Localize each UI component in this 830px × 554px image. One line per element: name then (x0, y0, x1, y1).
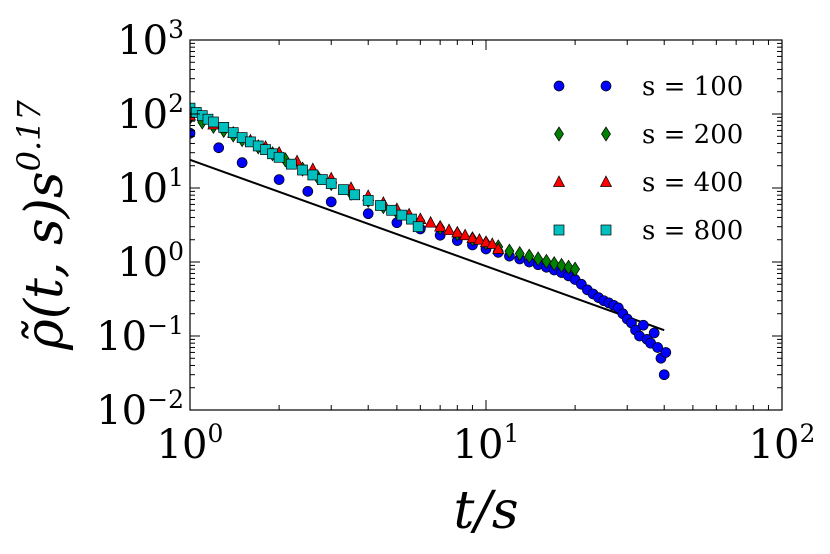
y-tick-label: 10−1 (96, 311, 184, 360)
y-tick-label: 100 (117, 237, 184, 286)
data-point (459, 228, 472, 241)
reference-line (190, 158, 665, 332)
data-point (563, 259, 574, 275)
data-point (541, 253, 552, 270)
y-tick-label: 10−2 (96, 385, 184, 434)
legend-item: s = 400 (552, 168, 743, 198)
data-point (307, 169, 319, 181)
legend-marker (600, 224, 612, 236)
legend-label: s = 800 (642, 216, 743, 246)
data-point (652, 342, 663, 353)
data-point (514, 245, 525, 262)
data-point (412, 221, 424, 233)
data-point (492, 242, 505, 254)
data-point (302, 186, 314, 197)
data-point (486, 237, 499, 249)
data-point (273, 151, 285, 163)
x-tick-label: 100 (157, 419, 224, 468)
legend-marker (554, 126, 564, 142)
data-point (297, 164, 308, 176)
y-tick-label: 103 (117, 15, 184, 64)
data-point (466, 231, 479, 244)
data-point (218, 122, 230, 133)
legend-marker (600, 80, 612, 92)
plot-area-background (190, 40, 782, 410)
y-tick-label: 101 (117, 163, 184, 212)
data-point (362, 195, 374, 206)
legend-marker (601, 126, 611, 142)
data-point (396, 209, 408, 221)
data-point (325, 196, 337, 208)
data-point (570, 261, 581, 277)
legend-marker (553, 224, 565, 236)
data-point (317, 174, 328, 185)
data-point (424, 215, 437, 228)
legend-item: s = 100 (553, 72, 743, 102)
legend-marker (599, 175, 613, 187)
data-point (406, 213, 417, 225)
data-point (473, 232, 486, 245)
data-point (375, 200, 386, 211)
data-point (208, 116, 219, 128)
data-point (338, 184, 349, 195)
legend-label: s = 100 (642, 72, 743, 102)
svg-text:ρ̃(t, s)s0.17: ρ̃(t, s)s0.17 (10, 99, 75, 350)
legend-item: s = 800 (553, 216, 743, 246)
y-axis-label: ρ̃(t, s)s0.17 (10, 99, 75, 350)
data-point (451, 225, 464, 238)
data-point (556, 257, 567, 274)
data-point (442, 223, 456, 235)
x-tick-label: 102 (749, 419, 816, 468)
data-point (434, 219, 447, 232)
data-point (637, 319, 649, 331)
legend-item: s = 200 (554, 120, 743, 150)
data-point (658, 369, 670, 381)
data-point (549, 256, 560, 272)
data-point (648, 327, 660, 339)
data-point (524, 248, 535, 264)
data-point (660, 347, 672, 358)
series-4 (190, 102, 424, 233)
legend-marker (553, 80, 565, 92)
legend-marker (552, 175, 566, 187)
legend: s = 100 s = 200 s = 400 s = 800 (552, 72, 743, 246)
data-point (362, 208, 374, 220)
data-point (213, 142, 225, 154)
legend-label: s = 400 (642, 168, 743, 198)
data-point (273, 174, 285, 185)
y-tick-label: 102 (117, 89, 184, 138)
x-axis-label: t/s (453, 481, 518, 541)
data-point (386, 204, 397, 216)
data-point (325, 178, 337, 189)
y-axis-label-base: ρ̃(t, s)s (15, 171, 75, 350)
data-point (504, 243, 515, 259)
data-point (236, 157, 248, 169)
data-point (286, 158, 297, 170)
x-tick-label: 101 (453, 419, 520, 468)
y-axis-label-exponent: 0.17 (10, 99, 48, 171)
data-point (533, 251, 544, 267)
legend-label: s = 200 (642, 120, 743, 150)
data-point (227, 127, 239, 138)
data-point (349, 189, 361, 201)
